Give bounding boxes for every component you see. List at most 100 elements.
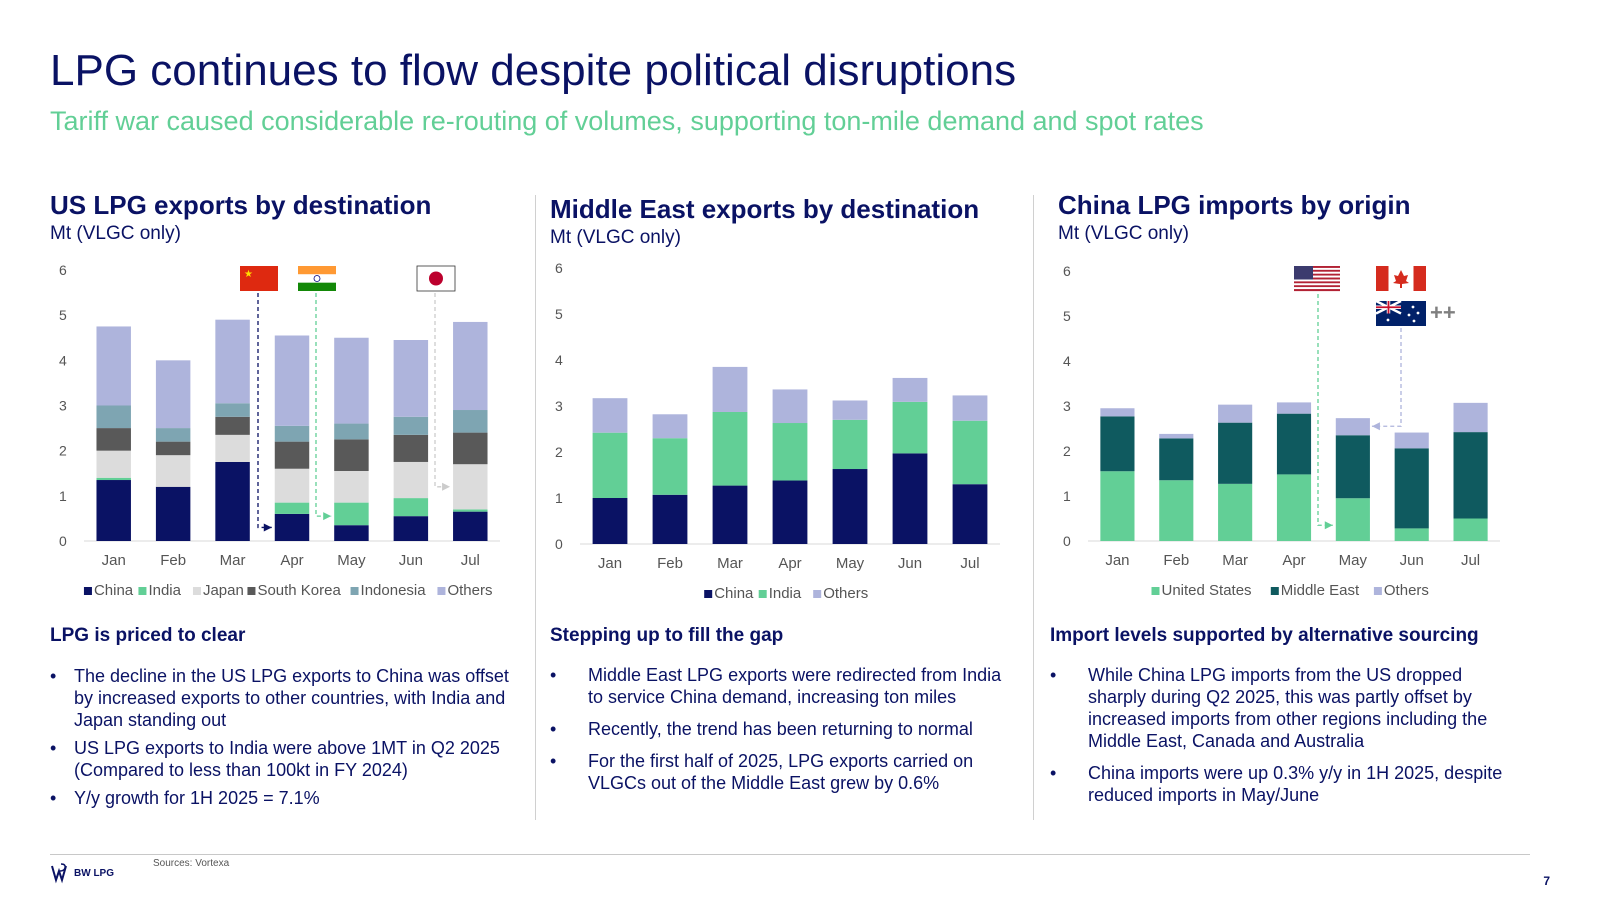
- bar-segment-china: [772, 480, 808, 544]
- legend-swatch: [1151, 587, 1160, 595]
- bar-segment-china: [652, 494, 688, 544]
- bullet-item: Middle East LPG exports were redirected …: [550, 664, 1010, 708]
- bar-segment-china: [215, 461, 250, 541]
- bar-segment-indonesia: [393, 416, 429, 435]
- bar-segment-united-states: [1159, 480, 1194, 541]
- bullet-item: The decline in the US LPG exports to Chi…: [50, 665, 520, 731]
- panel-divider: [1033, 195, 1034, 820]
- legend-label: India: [148, 582, 181, 599]
- x-tick-label: May: [337, 552, 366, 569]
- legend-swatch: [813, 590, 822, 598]
- footer-rule: [50, 854, 1530, 855]
- legend-label: Others: [447, 582, 492, 599]
- legend-swatch: [1270, 587, 1279, 595]
- bar-segment-india: [274, 502, 310, 514]
- chart-unit: Mt (VLGC only): [1058, 223, 1189, 244]
- y-tick-label: 3: [59, 398, 67, 414]
- legend-label: Others: [823, 585, 868, 602]
- y-tick-label: 0: [1063, 533, 1071, 549]
- india-flag-icon: [298, 266, 336, 291]
- legend-label: China: [714, 585, 754, 602]
- legend-label: Middle East: [1281, 582, 1360, 599]
- bar-segment-india: [96, 477, 131, 481]
- y-tick-label: 4: [1063, 353, 1071, 369]
- bar-segment-united-states: [1218, 483, 1253, 541]
- x-tick-label: Jan: [598, 555, 622, 572]
- bar-segment-indonesia: [96, 405, 131, 429]
- sources-note: Sources: Vortexa: [153, 858, 230, 869]
- y-tick-label: 2: [555, 444, 563, 460]
- japan-flag-icon: [416, 265, 456, 292]
- bar-segment-japan: [96, 450, 131, 478]
- chart-title: US LPG exports by destination: [50, 190, 432, 220]
- bar-segment-others: [1335, 418, 1370, 436]
- x-tick-label: Mar: [1222, 552, 1248, 569]
- bullet-item: China imports were up 0.3% y/y in 1H 202…: [1050, 762, 1520, 806]
- bullet-item: While China LPG imports from the US drop…: [1050, 664, 1520, 752]
- legend-swatch: [1373, 587, 1382, 595]
- bar-segment-middle-east: [1100, 416, 1135, 472]
- y-tick-label: 0: [59, 533, 67, 549]
- bar-segment-china: [393, 516, 429, 541]
- bar-segment-others: [1453, 402, 1488, 433]
- y-tick-label: 6: [1063, 263, 1071, 279]
- bar-segment-india: [652, 438, 688, 495]
- chart-unit: Mt (VLGC only): [550, 227, 681, 248]
- bar-segment-japan: [215, 434, 250, 462]
- annotation-arrowhead: [442, 482, 451, 491]
- chart-title: China LPG imports by origin: [1058, 190, 1411, 220]
- x-tick-label: Jan: [102, 552, 126, 569]
- bar-segment-indonesia: [453, 410, 488, 433]
- panel-divider: [535, 195, 536, 820]
- flag-plus-label: ++: [1430, 300, 1456, 325]
- bar-segment-others: [592, 398, 628, 433]
- canada-flag-icon: [1376, 266, 1426, 291]
- bar-segment-japan: [274, 468, 310, 503]
- bullet-item: Recently, the trend has been returning t…: [550, 718, 1010, 740]
- bar-segment-others: [1276, 402, 1312, 414]
- bar-segment-india: [334, 502, 369, 526]
- legend-label: Japan: [203, 582, 244, 599]
- y-tick-label: 3: [555, 398, 563, 414]
- bar-segment-china: [155, 486, 191, 541]
- bar-segment-china: [334, 525, 369, 541]
- bar-segment-united-states: [1100, 471, 1135, 541]
- x-tick-label: Jun: [898, 555, 922, 572]
- bar-segment-south-korea: [155, 441, 191, 456]
- bar-segment-middle-east: [1276, 413, 1312, 475]
- chart-legend: China India Japan South Korea Indonesia Other…: [83, 582, 492, 599]
- bar-segment-others: [832, 400, 868, 420]
- annotation-arrow: [315, 293, 332, 517]
- bar-segment-others: [892, 377, 928, 402]
- china-flag-icon: ★: [240, 266, 278, 291]
- annotation-arrow: [434, 293, 451, 488]
- y-tick-label: 1: [1063, 488, 1071, 504]
- y-tick-label: 6: [555, 260, 563, 276]
- china-imports-panel: China LPG imports by origin Mt (VLGC onl…: [1050, 190, 1538, 820]
- bar-segment-others: [155, 360, 191, 429]
- bar-segment-middle-east: [1394, 448, 1429, 529]
- bar-segment-south-korea: [215, 416, 250, 435]
- chart-unit: Mt (VLGC only): [50, 223, 181, 244]
- bar-segment-others: [334, 337, 369, 424]
- bar-segment-japan: [393, 461, 429, 499]
- bar-segment-china: [96, 480, 131, 541]
- page-title: LPG continues to flow despite political …: [50, 46, 1017, 95]
- x-tick-label: Feb: [657, 555, 683, 572]
- bullet-list: Middle East LPG exports were redirected …: [550, 664, 1010, 804]
- x-tick-label: Mar: [717, 555, 743, 572]
- annotation-arrowhead: [323, 512, 332, 521]
- x-tick-label: Jul: [461, 552, 480, 569]
- legend-label: China: [94, 582, 134, 599]
- x-tick-label: Feb: [1163, 552, 1189, 569]
- bar-segment-others: [96, 326, 131, 406]
- legend-swatch: [192, 587, 201, 595]
- legend-swatch: [138, 587, 147, 595]
- middle-east-panel: Middle East exports by destination Mt (V…: [550, 190, 1030, 820]
- us-exports-panel: US LPG exports by destination Mt (VLGC o…: [50, 190, 530, 820]
- chart-legend: United States Middle East Others: [1151, 582, 1429, 599]
- x-tick-label: Apr: [1282, 552, 1305, 569]
- legend-label: Indonesia: [361, 582, 427, 599]
- y-tick-label: 5: [555, 306, 563, 322]
- x-tick-label: Feb: [160, 552, 186, 569]
